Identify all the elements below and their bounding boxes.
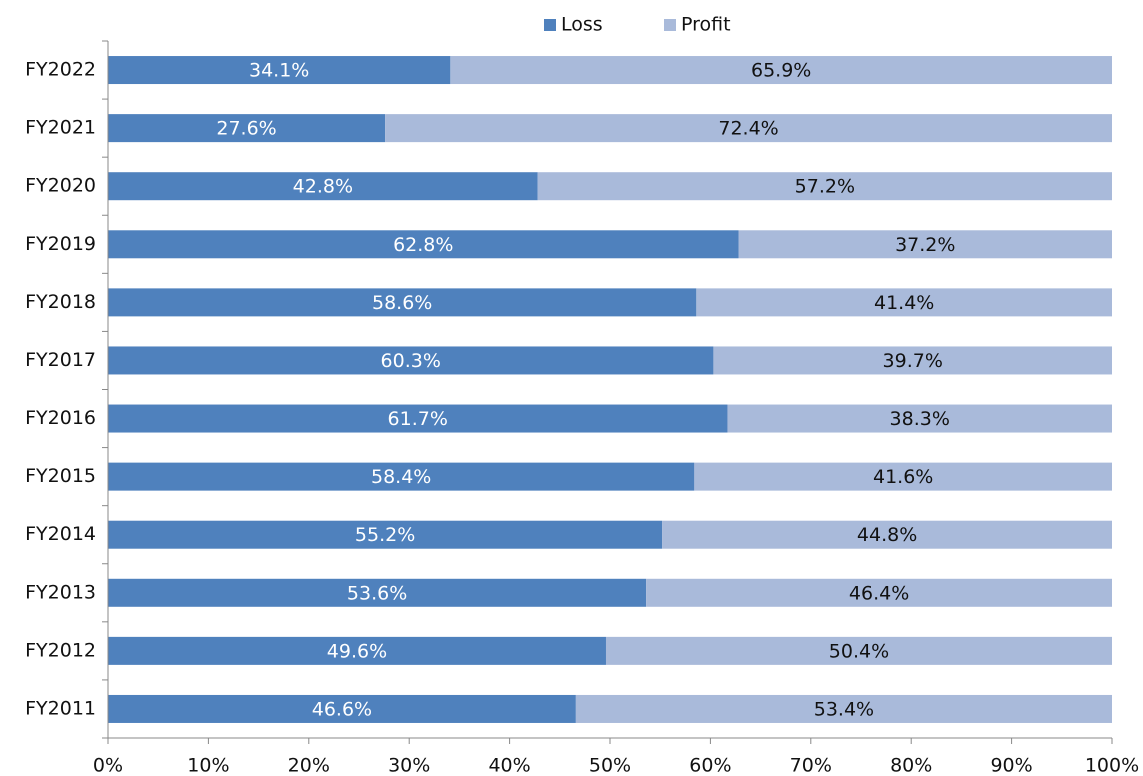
y-tick-label: FY2013 [25,581,96,603]
bar-segment [385,114,1112,143]
data-label: 44.8% [857,524,917,546]
data-label: 42.8% [293,176,353,198]
x-tick-label: 40% [488,755,530,776]
x-tick-label: 80% [890,755,932,776]
bar-segment [537,172,1112,201]
bar-segment [108,288,697,317]
data-label: 39.7% [883,350,943,372]
bar-segment [713,346,1112,375]
bar-segment [108,56,451,85]
bar-segment [108,404,728,433]
data-label: 38.3% [890,408,950,430]
bar-segment [646,578,1112,607]
y-tick-label: FY2021 [25,117,96,139]
y-tick-label: FY2014 [25,523,96,545]
data-label: 55.2% [355,524,415,546]
x-tick-label: 20% [288,755,330,776]
data-label: 65.9% [751,60,811,82]
bar-segment [575,694,1112,723]
legend-label: Profit [681,14,731,36]
legend-swatch [664,19,676,31]
y-tick-label: FY2016 [25,407,96,429]
bar-segment [108,694,576,723]
y-tick-label: FY2015 [25,465,96,487]
x-tick-label: 70% [790,755,832,776]
data-label: 61.7% [388,408,448,430]
bar-segment [696,288,1112,317]
bar-segment [108,172,538,201]
data-label: 72.4% [718,118,778,140]
bar-segment [738,230,1112,259]
data-label: 41.4% [874,292,934,314]
data-label: 41.6% [873,466,933,488]
data-label: 37.2% [895,234,955,256]
x-tick-label: 100% [1085,755,1139,776]
y-tick-label: FY2020 [25,175,96,197]
y-tick-label: FY2019 [25,233,96,255]
data-label: 46.6% [312,698,372,720]
y-tick-label: FY2018 [25,291,96,313]
x-tick-label: 60% [689,755,731,776]
y-tick-label: FY2012 [25,639,96,661]
bar-segment [108,230,739,259]
data-label: 62.8% [393,234,453,256]
bar-segment [450,56,1112,85]
bar-segment [108,462,695,491]
y-tick-label: FY2011 [25,697,96,719]
data-label: 46.4% [849,582,909,604]
bar-segment [108,636,606,665]
data-label: 57.2% [795,176,855,198]
x-tick-label: 0% [93,755,123,776]
data-label: 58.4% [371,466,431,488]
data-label: 34.1% [249,60,309,82]
data-label: 50.4% [829,640,889,662]
bar-segment [694,462,1112,491]
bar-segment [727,404,1112,433]
data-label: 53.4% [814,698,874,720]
x-tick-label: 30% [388,755,430,776]
legend-swatch [544,19,556,31]
legend-label: Loss [561,14,603,36]
x-tick-label: 10% [187,755,229,776]
x-tick-label: 90% [990,755,1032,776]
bar-segment [108,578,647,607]
data-label: 49.6% [327,640,387,662]
x-tick-label: 50% [589,755,631,776]
bar-segment [108,520,663,549]
bar-segment [108,346,714,375]
data-label: 58.6% [372,292,432,314]
bar-segment [662,520,1112,549]
bar-segment [108,114,386,143]
data-label: 27.6% [216,118,276,140]
data-label: 60.3% [381,350,441,372]
bar-segment [605,636,1112,665]
y-tick-label: FY2022 [25,59,96,81]
data-label: 53.6% [347,582,407,604]
y-tick-label: FY2017 [25,349,96,371]
